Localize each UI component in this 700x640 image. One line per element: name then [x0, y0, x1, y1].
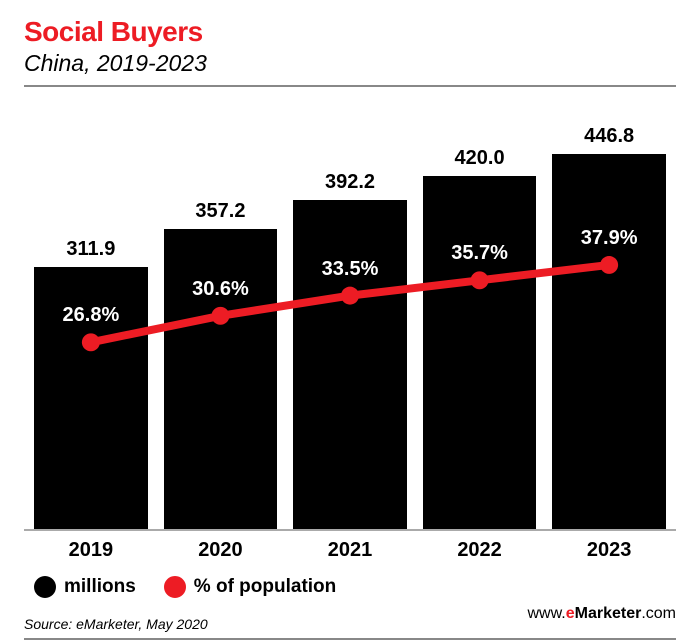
brand-marketer: Marketer [575, 605, 642, 622]
xaxis-label: 2022 [423, 539, 537, 562]
brand-e: e [566, 605, 575, 622]
legend-swatch-black [34, 576, 56, 598]
bar-wrap: 392.2 33.5% [293, 171, 407, 529]
pct-label: 33.5% [322, 258, 379, 281]
xaxis-label: 2023 [552, 539, 666, 562]
bar-value-label: 392.2 [325, 171, 375, 194]
bar-wrap: 420.0 35.7% [423, 147, 537, 529]
legend-swatch-red [164, 576, 186, 598]
divider-top [24, 85, 676, 87]
legend-line: % of population [164, 576, 336, 598]
bar: 35.7% [423, 176, 537, 529]
xaxis-label: 2020 [164, 539, 278, 562]
bar: 26.8% [34, 267, 148, 529]
chart-subtitle: China, 2019-2023 [24, 50, 676, 77]
legend-bars-label: millions [64, 576, 136, 598]
bar-wrap: 446.8 37.9% [552, 125, 666, 529]
brand-dotcom: .com [641, 605, 676, 622]
pct-label: 26.8% [63, 304, 120, 327]
brand-url: www.eMarketer.com [527, 605, 676, 623]
x-axis: 2019 2020 2021 2022 2023 [24, 531, 676, 562]
bar-value-label: 357.2 [195, 200, 245, 223]
xaxis-label: 2019 [34, 539, 148, 562]
legend-bars: millions [34, 576, 136, 598]
chart-area: 311.9 26.8% 357.2 30.6% 392.2 33.5% 420.0 35.7%… [24, 111, 676, 531]
chart-title: Social Buyers [24, 16, 676, 48]
brand-www: www. [527, 605, 565, 622]
pct-label: 35.7% [451, 242, 508, 265]
bar-value-label: 420.0 [455, 147, 505, 170]
xaxis-label: 2021 [293, 539, 407, 562]
bar-wrap: 357.2 30.6% [164, 200, 278, 529]
bar-wrap: 311.9 26.8% [34, 238, 148, 529]
pct-label: 37.9% [581, 227, 638, 250]
bar: 33.5% [293, 200, 407, 529]
bar-value-label: 311.9 [66, 238, 115, 261]
legend-line-label: % of population [194, 576, 336, 598]
legend: millions % of population [24, 576, 676, 598]
bar: 30.6% [164, 229, 278, 529]
bars-container: 311.9 26.8% 357.2 30.6% 392.2 33.5% 420.0 35.7%… [24, 111, 676, 529]
bar-value-label: 446.8 [584, 125, 634, 148]
bar: 37.9% [552, 154, 666, 529]
pct-label: 30.6% [192, 278, 249, 301]
